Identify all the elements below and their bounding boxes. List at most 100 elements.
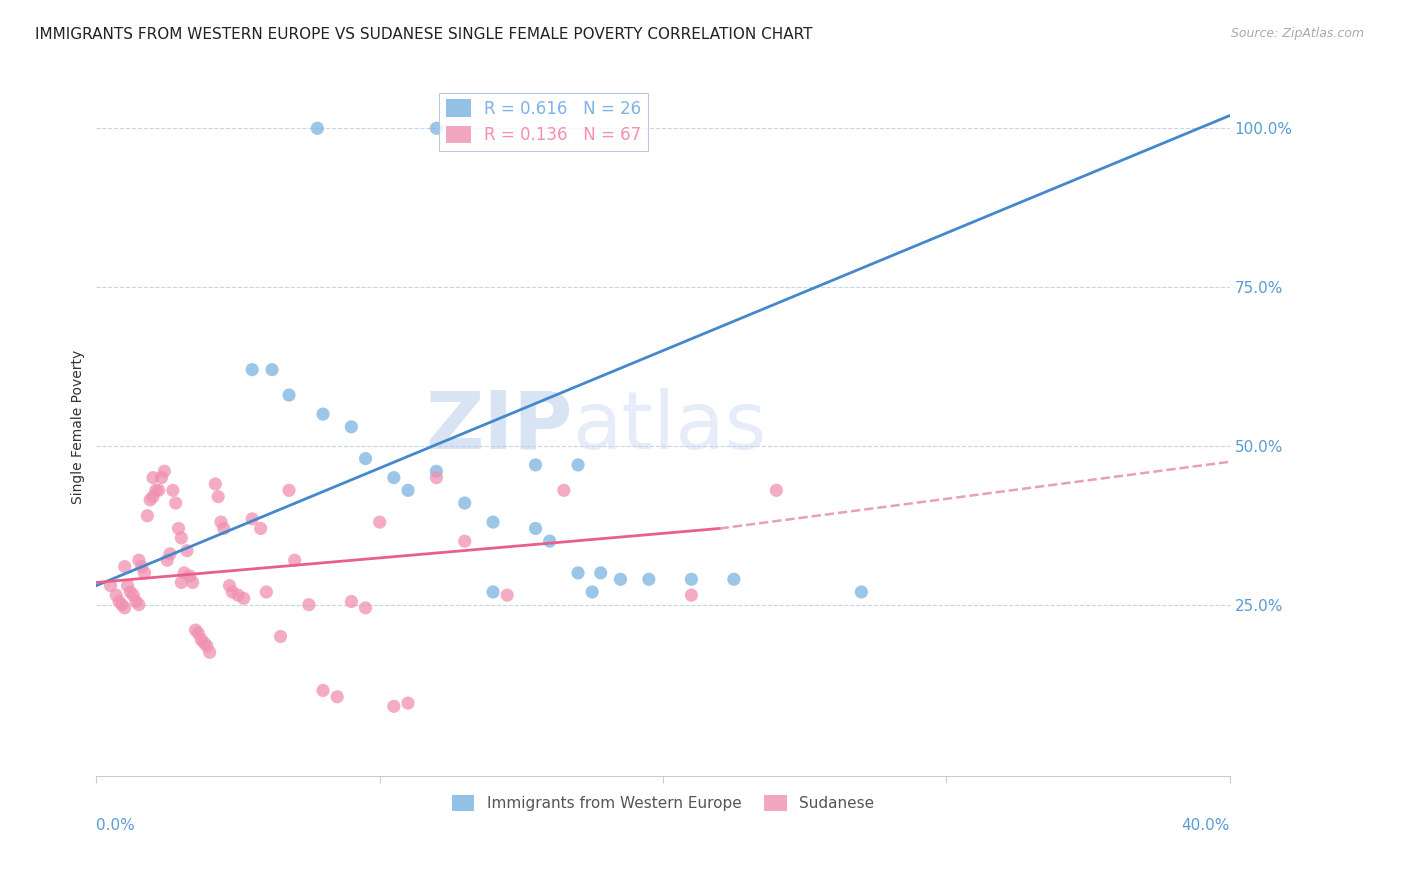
- Point: [254, 585, 277, 599]
- Y-axis label: Single Female Poverty: Single Female Poverty: [72, 350, 86, 504]
- Point: [117, 579, 139, 593]
- Point: [609, 572, 631, 586]
- Point: [354, 600, 377, 615]
- Point: [278, 483, 301, 498]
- Text: ZIP: ZIP: [425, 388, 572, 466]
- Point: [131, 559, 153, 574]
- Point: [187, 626, 209, 640]
- Point: [162, 483, 184, 498]
- Point: [354, 451, 377, 466]
- Point: [270, 629, 292, 643]
- Point: [240, 362, 263, 376]
- Point: [482, 585, 505, 599]
- Point: [326, 690, 349, 704]
- Point: [134, 566, 156, 580]
- Point: [637, 572, 659, 586]
- Point: [128, 553, 150, 567]
- Text: IMMIGRANTS FROM WESTERN EUROPE VS SUDANESE SINGLE FEMALE POVERTY CORRELATION CHA: IMMIGRANTS FROM WESTERN EUROPE VS SUDANE…: [35, 27, 813, 42]
- Point: [108, 594, 131, 608]
- Point: [589, 566, 612, 580]
- Point: [307, 121, 329, 136]
- Point: [218, 579, 240, 593]
- Point: [207, 490, 229, 504]
- Point: [156, 553, 179, 567]
- Text: atlas: atlas: [572, 388, 766, 466]
- Point: [340, 594, 363, 608]
- Point: [198, 645, 221, 659]
- Point: [167, 521, 190, 535]
- Text: Source: ZipAtlas.com: Source: ZipAtlas.com: [1230, 27, 1364, 40]
- Point: [170, 531, 193, 545]
- Point: [170, 575, 193, 590]
- Point: [148, 483, 170, 498]
- Point: [193, 636, 215, 650]
- Point: [142, 470, 165, 484]
- Point: [159, 547, 181, 561]
- Point: [396, 696, 419, 710]
- Point: [249, 521, 271, 535]
- Point: [139, 492, 162, 507]
- Point: [581, 585, 603, 599]
- Point: [181, 575, 204, 590]
- Point: [260, 362, 283, 376]
- Point: [184, 623, 207, 637]
- Point: [128, 598, 150, 612]
- Point: [425, 464, 447, 478]
- Point: [340, 419, 363, 434]
- Text: 40.0%: 40.0%: [1181, 818, 1230, 833]
- Point: [173, 566, 195, 580]
- Point: [153, 464, 176, 478]
- Point: [368, 515, 391, 529]
- Point: [278, 388, 301, 402]
- Point: [425, 470, 447, 484]
- Text: 0.0%: 0.0%: [97, 818, 135, 833]
- Point: [681, 588, 703, 602]
- Point: [524, 521, 547, 535]
- Point: [382, 470, 405, 484]
- Point: [496, 588, 519, 602]
- Point: [454, 496, 477, 510]
- Point: [221, 585, 243, 599]
- Point: [226, 588, 249, 602]
- Point: [195, 639, 218, 653]
- Point: [145, 483, 167, 498]
- Point: [482, 515, 505, 529]
- Point: [176, 543, 198, 558]
- Point: [136, 508, 159, 523]
- Point: [454, 534, 477, 549]
- Point: [765, 483, 787, 498]
- Point: [567, 566, 589, 580]
- Point: [190, 632, 212, 647]
- Point: [723, 572, 745, 586]
- Point: [105, 588, 128, 602]
- Point: [567, 458, 589, 472]
- Point: [240, 512, 263, 526]
- Point: [209, 515, 232, 529]
- Point: [553, 483, 575, 498]
- Point: [120, 585, 142, 599]
- Point: [851, 585, 873, 599]
- Point: [298, 598, 321, 612]
- Point: [284, 553, 307, 567]
- Point: [538, 534, 561, 549]
- Point: [100, 579, 122, 593]
- Point: [179, 569, 201, 583]
- Point: [122, 588, 145, 602]
- Point: [125, 594, 148, 608]
- Point: [165, 496, 187, 510]
- Point: [396, 483, 419, 498]
- Point: [681, 572, 703, 586]
- Point: [312, 683, 335, 698]
- Point: [425, 121, 447, 136]
- Point: [382, 699, 405, 714]
- Point: [232, 591, 254, 606]
- Point: [114, 600, 136, 615]
- Point: [204, 477, 226, 491]
- Point: [142, 490, 165, 504]
- Point: [114, 559, 136, 574]
- Point: [524, 458, 547, 472]
- Point: [312, 407, 335, 421]
- Point: [150, 470, 173, 484]
- Legend: Immigrants from Western Europe, Sudanese: Immigrants from Western Europe, Sudanese: [446, 789, 880, 817]
- Point: [212, 521, 235, 535]
